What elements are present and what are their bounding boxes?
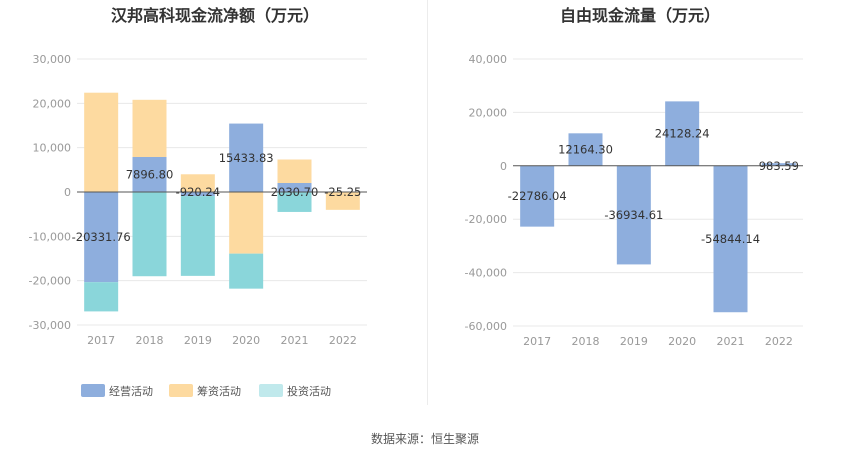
legend-label: 筹资活动 [197, 384, 241, 398]
bar-2021-投资活动 [277, 192, 312, 212]
bar-2019-经营活动 [180, 192, 215, 197]
y-tick-label: -40,000 [465, 267, 507, 280]
x-tick-label: 2020 [668, 335, 696, 348]
y-tick-label: 20,000 [469, 106, 508, 119]
bar-2018-筹资活动 [132, 99, 167, 157]
x-tick-label: 2020 [232, 334, 260, 347]
y-tick-label: 0 [500, 160, 507, 173]
bar-2021-筹资活动 [277, 159, 312, 183]
x-tick-label: 2019 [620, 335, 648, 348]
bar-2018-经营活动 [132, 156, 167, 192]
x-tick-label: 2017 [523, 335, 551, 348]
data-label: 2030.70 [271, 185, 319, 199]
data-label: -25.25 [324, 185, 361, 199]
chart-title: 汉邦高科现金流净额（万元） [111, 6, 319, 25]
data-label: -36934.61 [604, 208, 663, 222]
x-tick-label: 2019 [184, 334, 212, 347]
data-label: 12164.30 [558, 143, 613, 157]
y-tick-label: 30,000 [33, 53, 72, 66]
data-source-note: 数据来源：恒生聚源 [371, 431, 479, 446]
data-label: -22786.04 [508, 189, 567, 203]
y-tick-label: -10,000 [29, 230, 71, 243]
data-label: 24128.24 [655, 127, 710, 141]
bar-2019-投资活动 [180, 196, 215, 276]
x-tick-label: 2021 [281, 334, 309, 347]
legend-swatch [81, 384, 105, 397]
legend: 经营活动 筹资活动 投资活动 [81, 384, 331, 398]
x-tick-label: 2022 [329, 334, 357, 347]
data-label: -920.24 [176, 185, 220, 199]
y-tick-label: 40,000 [469, 53, 508, 66]
y-tick-label: -20,000 [29, 275, 71, 288]
chart-title: 自由现金流量（万元） [560, 6, 720, 25]
bar-2020-value [665, 101, 700, 166]
x-tick-label: 2018 [136, 334, 164, 347]
bar-2018-value [568, 133, 603, 166]
bar-2022-筹资活动 [325, 192, 360, 210]
bar-2017-经营活动 [84, 192, 119, 283]
x-tick-label: 2018 [572, 335, 600, 348]
bar-2021-value [713, 165, 748, 313]
bar-2017-筹资活动 [84, 92, 119, 192]
y-tick-label: -60,000 [465, 320, 507, 333]
data-label: -20331.76 [72, 230, 131, 244]
bar-2019-value [616, 165, 651, 265]
x-tick-label: 2022 [765, 335, 793, 348]
bar-2019-筹资活动 [180, 174, 215, 192]
y-tick-label: 0 [64, 186, 71, 199]
bar-2022-value [761, 163, 796, 166]
panel-divider [427, 0, 428, 405]
data-label: 15433.83 [219, 151, 274, 165]
data-label: 7896.80 [126, 167, 174, 181]
bar-2020-经营活动 [229, 123, 264, 192]
bar-2020-筹资活动 [229, 192, 264, 254]
bar-2021-经营活动 [277, 182, 312, 192]
bar-2017-投资活动 [84, 282, 119, 312]
y-tick-label: 20,000 [33, 97, 72, 110]
data-label: -54844.14 [701, 232, 760, 246]
legend-swatch [259, 384, 283, 397]
data-label: 983.59 [759, 159, 799, 173]
free-cash-flow-chart: 自由现金流量（万元） 40,000 20,000 0 -20,000 -40,000 -60… [465, 6, 803, 348]
legend-label: 经营活动 [109, 384, 153, 398]
x-tick-label: 2021 [717, 335, 745, 348]
y-tick-label: 10,000 [33, 142, 72, 155]
legend-swatch [169, 384, 193, 397]
y-tick-label: -30,000 [29, 319, 71, 332]
net-cash-flow-chart: 汉邦高科现金流净额（万元）30,00020,00010,0000-10,000-… [29, 6, 367, 347]
bar-2017-value [520, 165, 555, 227]
legend-label: 投资活动 [287, 384, 331, 398]
x-tick-label: 2017 [87, 334, 115, 347]
bar-2018-投资活动 [132, 192, 167, 277]
bar-2020-投资活动 [229, 253, 264, 289]
y-tick-label: -20,000 [465, 213, 507, 226]
